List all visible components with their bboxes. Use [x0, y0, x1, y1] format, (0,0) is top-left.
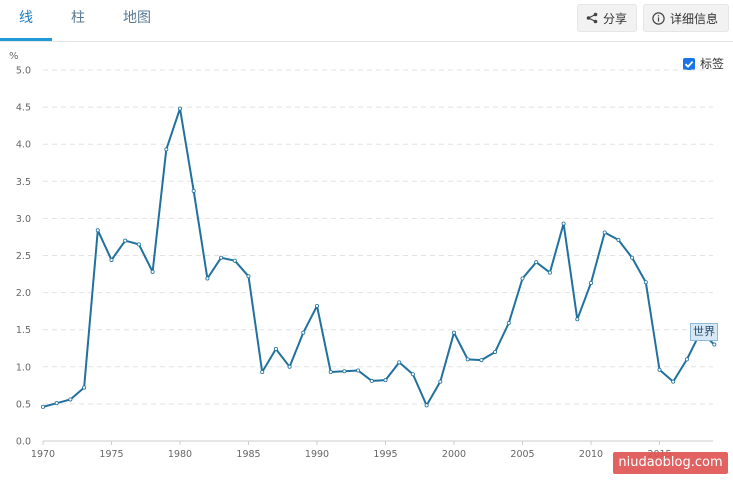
x-tick-label: 1995: [373, 449, 397, 460]
data-point: [589, 280, 594, 285]
data-point: [164, 147, 169, 152]
x-tick-label: 2005: [510, 449, 534, 460]
y-tick-label: 1.5: [16, 325, 31, 336]
data-point: [314, 303, 319, 308]
y-tick-label: 3.0: [16, 214, 31, 225]
data-point: [328, 369, 333, 374]
data-point: [383, 378, 388, 383]
data-point: [575, 317, 580, 322]
data-point: [465, 357, 470, 362]
series-points: [41, 106, 717, 409]
series-line: [42, 107, 715, 408]
details-label: 详细信息: [670, 11, 719, 26]
y-tick-label: 1.0: [16, 362, 31, 373]
data-point: [602, 230, 607, 235]
data-point: [643, 280, 648, 285]
data-point: [410, 372, 415, 377]
x-tick-label: 2000: [442, 449, 466, 460]
data-point: [54, 401, 59, 406]
x-tick-label: 1985: [236, 449, 260, 460]
data-point: [369, 378, 374, 383]
y-tick-label: 4.0: [16, 140, 31, 151]
y-tick-label: 5.0: [16, 66, 31, 77]
data-point: [246, 274, 251, 279]
x-tick-label: 2010: [579, 449, 603, 460]
tab-map[interactable]: 地图: [123, 10, 151, 26]
data-point: [287, 364, 292, 369]
data-point: [41, 404, 46, 409]
data-point: [520, 276, 525, 281]
tabs-divider: [0, 41, 733, 42]
y-tick-label: 2.5: [16, 251, 31, 262]
data-point: [712, 342, 717, 347]
data-point: [342, 369, 347, 374]
x-tick-label: 1975: [99, 449, 123, 460]
data-point: [273, 346, 278, 351]
data-point: [506, 321, 511, 326]
share-button[interactable]: 分享: [577, 4, 637, 32]
data-point: [301, 330, 306, 335]
label-checkbox[interactable]: [683, 57, 695, 70]
tab-bar[interactable]: 柱: [71, 10, 85, 26]
data-point: [82, 385, 87, 390]
data-point: [205, 276, 210, 281]
details-button[interactable]: 详细信息: [643, 4, 729, 32]
data-point: [177, 106, 182, 111]
share-label: 分享: [603, 11, 628, 26]
y-axis-unit: %: [9, 51, 19, 62]
series-lines: [42, 107, 715, 408]
data-point: [479, 358, 484, 363]
x-tick-label: 1980: [168, 449, 192, 460]
data-point: [136, 242, 141, 247]
grid-lines: [43, 69, 713, 405]
data-point: [616, 237, 621, 242]
data-point: [232, 258, 237, 263]
data-point: [68, 397, 73, 402]
y-tick-label: 4.5: [16, 103, 31, 114]
data-point: [150, 269, 155, 274]
data-point: [260, 369, 265, 374]
tab-line[interactable]: 线: [0, 0, 52, 41]
data-point: [493, 349, 498, 354]
data-point: [356, 368, 361, 373]
data-point: [424, 403, 429, 408]
data-point: [109, 257, 114, 262]
line-chart: % 0.0 0.5 1.0 1.5 2.0 2.5 3.0 3.5 4.0 4.5 5.0 1970 19…: [9, 51, 717, 460]
data-point: [219, 255, 224, 260]
watermark: niudaoblog.com: [613, 452, 728, 474]
data-point: [191, 188, 196, 193]
y-tick-label: 0.0: [16, 437, 31, 448]
x-tick-label: 1970: [31, 449, 55, 460]
data-point: [123, 238, 128, 243]
x-tick-label: 1990: [305, 449, 329, 460]
label-toggle-text: 标签: [700, 57, 725, 71]
y-tick-label: 2.0: [16, 288, 31, 299]
data-point: [547, 270, 552, 275]
data-point: [684, 357, 689, 362]
chart-type-tabs: 线 柱 地图: [0, 0, 170, 41]
label-toggle[interactable]: 标签: [683, 55, 724, 72]
data-point: [657, 367, 662, 372]
data-point: [95, 228, 100, 233]
data-point: [438, 379, 443, 384]
y-tick-label: 3.5: [16, 177, 31, 188]
share-icon: [586, 12, 598, 24]
y-tick-label: 0.5: [16, 399, 31, 410]
data-point: [671, 379, 676, 384]
series-end-label: 世界: [690, 323, 718, 341]
data-point: [630, 255, 635, 260]
info-icon: [652, 11, 665, 25]
data-point: [397, 360, 402, 365]
data-point: [534, 260, 539, 265]
data-point: [561, 221, 566, 226]
data-point: [451, 330, 456, 335]
